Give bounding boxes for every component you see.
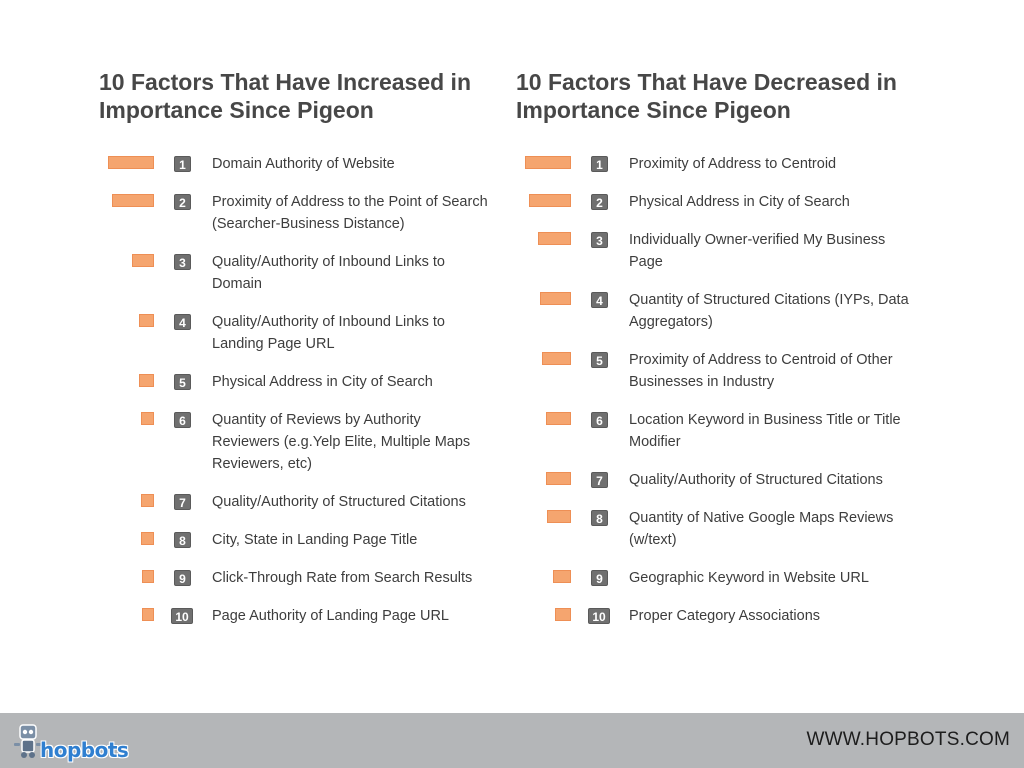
rank-badge: 10 <box>588 608 610 624</box>
rank-badge: 8 <box>174 532 191 548</box>
importance-bar <box>112 194 154 207</box>
factor-label: Quality/Authority of Inbound Links to Do… <box>212 254 445 292</box>
importance-bar <box>553 570 571 583</box>
factor-row: 5 Physical Address in City of Search <box>99 374 519 434</box>
rank-badge: 9 <box>174 570 191 586</box>
hopbots-logo[interactable]: hopbots <box>10 721 129 762</box>
factor-row: 2 Proximity of Address to the Point of Se… <box>99 194 519 254</box>
rank-badge: 6 <box>591 412 608 428</box>
chart-title: 10 Factors That Have Increased in Import… <box>99 69 471 123</box>
importance-bar <box>108 156 154 169</box>
importance-bar <box>525 156 571 169</box>
factor-label: Quality/Authority of Structured Citation… <box>629 472 883 488</box>
factor-row: 7 Quality/Authority of Structured Citatio… <box>516 472 936 532</box>
factor-label: Proper Category Associations <box>629 608 821 624</box>
factor-row: 8 City, State in Landing Page Title <box>99 532 519 592</box>
factor-label: Location Keyword in Business Title or Ti… <box>629 412 901 450</box>
factor-label: Domain Authority of Website <box>212 156 395 172</box>
factor-label: Proximity of Address to Centroid <box>629 156 837 172</box>
increased-factors-chart: 10 Factors That Have Increased in Import… <box>99 68 519 644</box>
rank-badge: 6 <box>174 412 191 428</box>
factor-label: Click-Through Rate from Search Results <box>212 570 473 586</box>
factor-row: 5 Proximity of Address to Centroid of Oth… <box>516 352 936 412</box>
factor-row: 1 Proximity of Address to Centroid <box>516 156 936 216</box>
rank-badge: 3 <box>174 254 191 270</box>
rank-badge: 10 <box>171 608 193 624</box>
rank-badge: 5 <box>591 352 608 368</box>
importance-bar <box>538 232 571 245</box>
factor-row: 9 Geographic Keyword in Website URL <box>516 570 936 630</box>
rank-badge: 3 <box>591 232 608 248</box>
factor-label: Physical Address in City of Search <box>629 194 850 210</box>
importance-bar <box>529 194 571 207</box>
factor-label: Page Authority of Landing Page URL <box>212 608 449 624</box>
factor-label: Quantity of Reviews by Authority Reviewe… <box>212 412 471 472</box>
rank-badge: 7 <box>591 472 608 488</box>
importance-bar <box>141 532 154 545</box>
rank-badge: 2 <box>174 194 191 210</box>
factor-label: Proximity of Address to Centroid of Othe… <box>629 352 893 390</box>
footer-bar: hopbots WWW.HOPBOTS.COM <box>0 713 1024 768</box>
factor-row: 3 Individually Owner-verified My Business… <box>516 232 936 292</box>
factor-list: 1 Proximity of Address to Centroid 2 Physic… <box>516 124 936 644</box>
factor-row: 6 Quantity of Reviews by Authority Review… <box>99 412 519 472</box>
importance-bar <box>546 412 571 425</box>
factor-row: 10 Proper Category Associations <box>516 608 936 668</box>
importance-bar <box>142 570 154 583</box>
chart-title: 10 Factors That Have Decreased in Import… <box>516 69 897 123</box>
rank-badge: 1 <box>174 156 191 172</box>
factor-label: Quantity of Native Google Maps Reviews (… <box>629 510 894 548</box>
factor-row: 9 Click-Through Rate from Search Results <box>99 570 519 630</box>
importance-bar <box>542 352 571 365</box>
factor-row: 4 Quantity of Structured Citations (IYPs,… <box>516 292 936 352</box>
importance-bar <box>141 494 154 507</box>
importance-bar <box>540 292 571 305</box>
importance-bar <box>142 608 154 621</box>
factor-row: 7 Quality/Authority of Structured Citatio… <box>99 494 519 554</box>
importance-bar <box>555 608 571 621</box>
factor-label: Proximity of Address to the Point of Sea… <box>212 194 488 232</box>
logo-text: hopbots <box>40 738 129 762</box>
factor-label: Quality/Authority of Structured Citation… <box>212 494 466 510</box>
factor-label: Individually Owner-verified My Business … <box>629 232 886 270</box>
rank-badge: 7 <box>174 494 191 510</box>
rank-badge: 2 <box>591 194 608 210</box>
factor-row: 8 Quantity of Native Google Maps Reviews … <box>516 510 936 570</box>
importance-bar <box>547 510 571 523</box>
decreased-factors-chart: 10 Factors That Have Decreased in Import… <box>516 68 936 644</box>
importance-bar <box>132 254 154 267</box>
factor-label: Quality/Authority of Inbound Links to La… <box>212 314 445 352</box>
rank-badge: 9 <box>591 570 608 586</box>
factor-row: 10 Page Authority of Landing Page URL <box>99 608 519 668</box>
factor-label: Quantity of Structured Citations (IYPs, … <box>629 292 909 330</box>
importance-bar <box>139 374 154 387</box>
factor-list: 1 Domain Authority of Website 2 Proximity o… <box>99 124 519 644</box>
factor-label: Geographic Keyword in Website URL <box>629 570 869 586</box>
factor-row: 4 Quality/Authority of Inbound Links to L… <box>99 314 519 374</box>
importance-bar <box>139 314 154 327</box>
rank-badge: 5 <box>174 374 191 390</box>
importance-bar <box>546 472 571 485</box>
factor-row: 3 Quality/Authority of Inbound Links to D… <box>99 254 519 314</box>
rank-badge: 8 <box>591 510 608 526</box>
factor-row: 1 Domain Authority of Website <box>99 156 519 216</box>
site-url[interactable]: WWW.HOPBOTS.COM <box>806 729 1010 750</box>
rank-badge: 4 <box>174 314 191 330</box>
importance-bar <box>141 412 154 425</box>
rank-badge: 4 <box>591 292 608 308</box>
factor-row: 2 Physical Address in City of Search <box>516 194 936 254</box>
rank-badge: 1 <box>591 156 608 172</box>
robot-mascot-icon <box>14 724 42 758</box>
factor-row: 6 Location Keyword in Business Title or T… <box>516 412 936 472</box>
factor-label: City, State in Landing Page Title <box>212 532 418 548</box>
factor-label: Physical Address in City of Search <box>212 374 433 390</box>
